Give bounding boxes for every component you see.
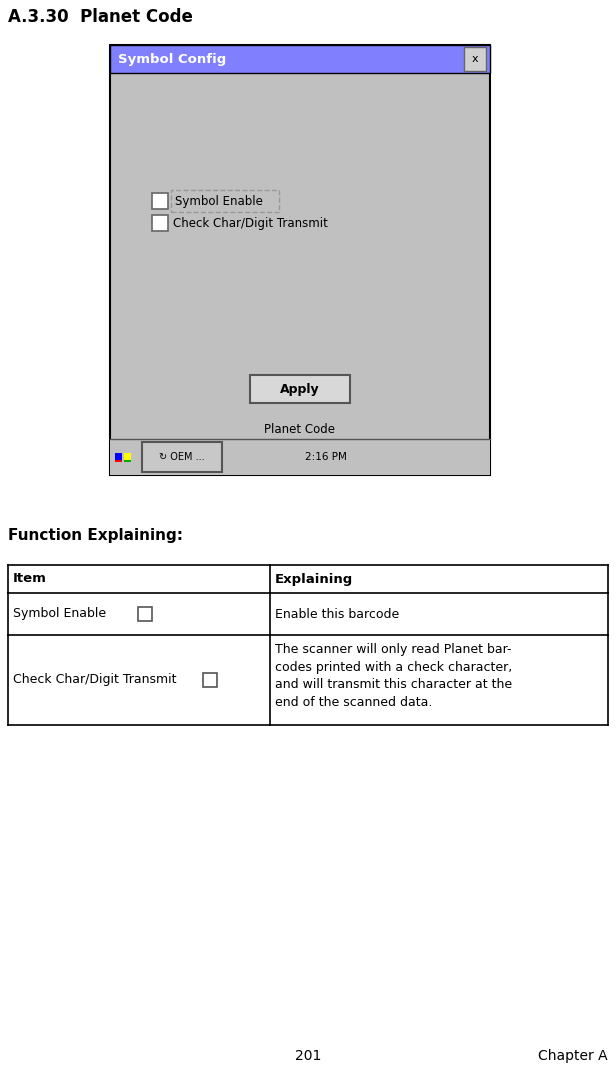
Bar: [8, 565, 608, 593]
Text: Apply: Apply: [280, 383, 320, 396]
Text: Symbol Enable: Symbol Enable: [13, 608, 106, 620]
Bar: [171, 190, 279, 212]
Bar: [8, 593, 608, 635]
Bar: [110, 45, 490, 475]
Bar: [152, 193, 168, 209]
Text: Planet Code: Planet Code: [264, 423, 336, 436]
Bar: [115, 454, 122, 462]
Bar: [124, 453, 131, 459]
Bar: [250, 375, 350, 403]
Bar: [8, 635, 608, 725]
Bar: [138, 608, 152, 620]
Text: Item: Item: [13, 573, 47, 586]
Bar: [142, 442, 222, 472]
Text: ↻ OEM ...: ↻ OEM ...: [159, 452, 205, 462]
Text: The scanner will only read Planet bar-
codes printed with a check character,
and: The scanner will only read Planet bar- c…: [275, 643, 513, 708]
Text: Check Char/Digit Transmit: Check Char/Digit Transmit: [13, 673, 177, 686]
Text: Symbol Enable: Symbol Enable: [175, 195, 263, 208]
Bar: [152, 215, 168, 231]
Text: A.3.30  Planet Code: A.3.30 Planet Code: [8, 8, 193, 26]
Text: Check Char/Digit Transmit: Check Char/Digit Transmit: [173, 216, 328, 229]
Bar: [115, 453, 122, 459]
Text: Explaining: Explaining: [275, 573, 353, 586]
Bar: [110, 439, 490, 475]
Text: Enable this barcode: Enable this barcode: [275, 608, 399, 620]
Text: Chapter A: Chapter A: [538, 1049, 608, 1063]
Bar: [124, 454, 131, 462]
Bar: [203, 673, 217, 688]
Text: x: x: [472, 54, 478, 64]
Text: Function Explaining:: Function Explaining:: [8, 528, 183, 543]
Bar: [110, 45, 490, 74]
Text: Symbol Config: Symbol Config: [118, 53, 226, 66]
Bar: [110, 45, 490, 74]
Text: 201: 201: [295, 1049, 321, 1063]
Text: 2:16 PM: 2:16 PM: [305, 452, 347, 462]
Bar: [464, 46, 486, 71]
